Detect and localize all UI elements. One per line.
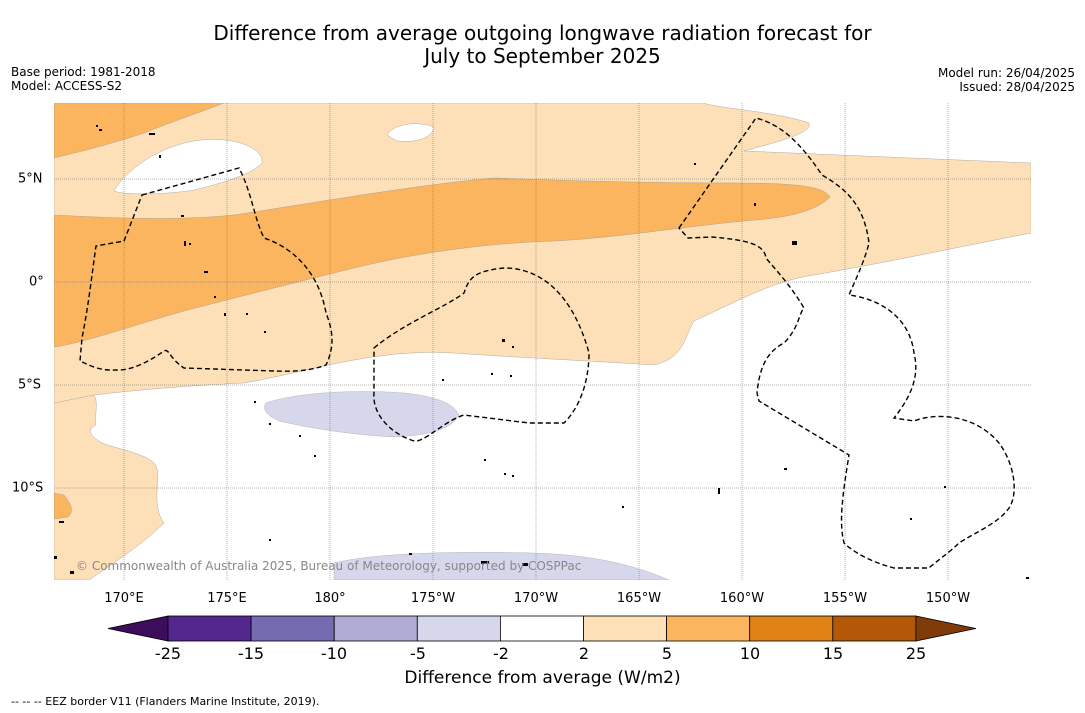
model-run: Model run: 26/04/2025 bbox=[937, 66, 1075, 80]
colorbar-tick: -15 bbox=[237, 644, 265, 663]
map-svg bbox=[54, 103, 1031, 580]
lon-label: 160°W bbox=[719, 591, 765, 606]
colorbar-cells bbox=[108, 615, 976, 642]
colorbar-cell bbox=[250, 615, 335, 642]
colorbar-cell bbox=[583, 615, 667, 642]
map-panel: © Commonwealth of Australia 2025, Bureau… bbox=[54, 103, 1031, 580]
lon-label: 175°W bbox=[410, 591, 456, 606]
lon-label: 175°E bbox=[207, 591, 247, 606]
colorbar-tick: 10 bbox=[739, 644, 761, 663]
colorbar-arrow-max bbox=[915, 615, 976, 642]
lon-label: 150°W bbox=[925, 591, 971, 606]
issued-date: Issued: 28/04/2025 bbox=[959, 80, 1075, 94]
anomaly-5-10-band bbox=[54, 177, 831, 348]
lon-label: 170°W bbox=[513, 591, 559, 606]
copyright-note: © Commonwealth of Australia 2025, Bureau… bbox=[76, 559, 582, 573]
lat-label: 10°S bbox=[12, 480, 44, 496]
lon-label: 165°W bbox=[616, 591, 662, 606]
anomaly-neg-2-5-south bbox=[333, 552, 670, 580]
base-period: Base period: 1981-2018 bbox=[11, 65, 156, 79]
title-line-2: July to September 2025 bbox=[424, 44, 661, 68]
meta-left: Base period: 1981-2018 Model: ACCESS-S2 bbox=[11, 65, 156, 93]
title-line-1: Difference from average outgoing longwav… bbox=[213, 21, 872, 45]
anomaly-2-5-band bbox=[54, 103, 1031, 414]
anomaly-5-10-northwest bbox=[54, 103, 225, 159]
colorbar-tick: -10 bbox=[320, 644, 348, 663]
colorbar-label: Difference from average (W/m2) bbox=[404, 668, 681, 688]
colorbar-tick: -5 bbox=[410, 644, 426, 663]
eez-borders bbox=[79, 117, 1015, 569]
colorbar-tick: 2 bbox=[578, 644, 590, 663]
colorbar-cell bbox=[499, 615, 584, 642]
anomaly-neutral-small bbox=[386, 123, 435, 142]
lon-label: 155°W bbox=[822, 591, 868, 606]
colorbar bbox=[108, 615, 976, 642]
lat-label: 5°N bbox=[18, 171, 43, 187]
colorbar-arrow-min bbox=[108, 615, 169, 642]
meta-right: Model run: 26/04/2025 Issued: 28/04/2025 bbox=[938, 66, 1075, 94]
anomaly-5-10-southwest bbox=[54, 492, 72, 520]
map-title: Difference from average outgoing longwav… bbox=[0, 22, 1085, 68]
colorbar-tick: 25 bbox=[905, 644, 927, 663]
grid-lines bbox=[54, 103, 1031, 580]
colorbar-cell bbox=[333, 615, 418, 642]
lon-label: 180° bbox=[314, 591, 346, 606]
colorbar-tick: -2 bbox=[493, 644, 509, 663]
anomaly-2-5-west bbox=[54, 394, 165, 580]
colorbar-tick: 5 bbox=[661, 644, 673, 663]
colorbar-tick: -25 bbox=[154, 644, 182, 663]
colorbar-tick: 15 bbox=[822, 644, 844, 663]
model-name: Model: ACCESS-S2 bbox=[11, 79, 123, 93]
lat-label: 5°S bbox=[18, 377, 42, 393]
eez-legend: -- -- -- EEZ border V11 (Flanders Marine… bbox=[11, 695, 320, 708]
colorbar-cell bbox=[832, 615, 917, 642]
colorbar-cell bbox=[416, 615, 501, 642]
colorbar-cell bbox=[749, 615, 834, 642]
anomaly-neg-2-5-central bbox=[264, 391, 460, 438]
colorbar-cell bbox=[167, 615, 252, 642]
islands bbox=[54, 125, 1029, 579]
lat-label: 0° bbox=[29, 274, 44, 290]
colorbar-cell bbox=[666, 615, 751, 642]
lon-label: 170°E bbox=[104, 591, 144, 606]
anomaly-neutral-north bbox=[113, 139, 263, 195]
